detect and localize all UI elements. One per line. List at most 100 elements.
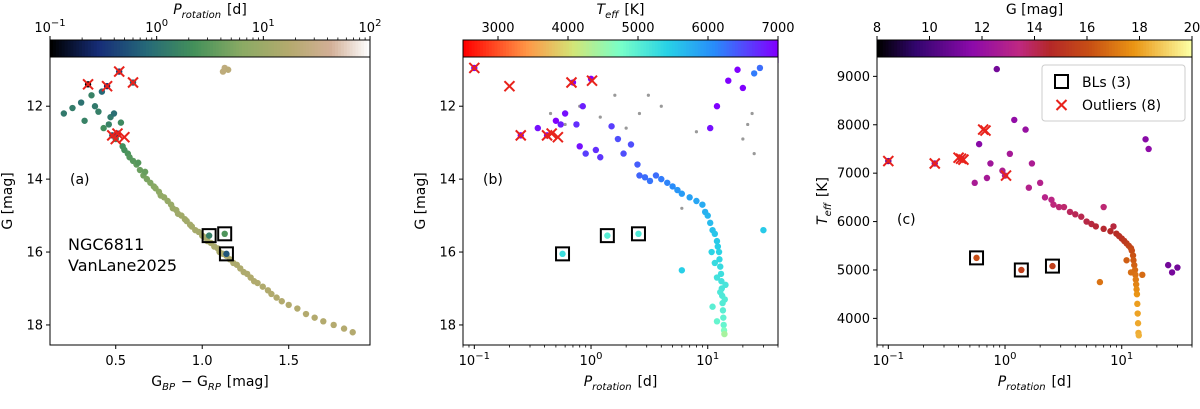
colorbar-segment [617,40,622,63]
colorbar-segment [586,40,590,63]
data-point [709,303,716,310]
colorbar-segment [338,40,342,63]
colorbar-segment [180,40,185,63]
colorbar-segment [531,40,536,63]
colorbar-segment [215,40,220,63]
colorbar-tick-label: 18 [1131,21,1148,36]
colorbar-segment [775,40,779,63]
outlier-marker [118,131,131,143]
data-point [60,110,68,117]
data-point [973,254,980,262]
colorbar-segment [58,40,63,63]
outlier-marker [468,62,481,74]
bl-marker [1044,258,1060,274]
colorbar-tick-label: 6000 [691,21,724,36]
colorbar-segment [740,40,745,63]
colorbar-segment [940,40,944,63]
colorbar-segment [137,40,141,63]
outlier-stroke [468,62,481,74]
outlier-stroke [929,157,941,170]
bl-marker [555,246,571,262]
x-axis-label: GBP − GRP [mag] [151,374,269,393]
data-point [69,104,76,112]
colorbar-segment [968,40,973,63]
colorbar-segment [1088,40,1093,63]
colorbar-segment [666,40,670,63]
colorbar-segment [760,40,765,63]
data-point [604,232,611,239]
data-point [987,160,994,167]
colorbar-segment [274,40,278,63]
colorbar-segment [1177,40,1182,63]
colorbar-segment [247,40,252,63]
colorbar-segment [1057,40,1061,63]
data-point [349,329,356,336]
colorbar-segment [677,40,682,63]
x-tick-label: 101 [696,351,719,369]
data-point [717,288,724,296]
colorbar-segment [1111,40,1116,63]
colorbar-segment [991,40,996,63]
colorbar-segment [471,40,476,63]
y-tick-label: 4000 [837,312,870,327]
colorbar-tick-label: 100 [145,18,168,36]
data-point [273,294,280,301]
colorbar-segment [122,40,127,63]
colorbar-segment [523,40,527,63]
colorbar-segment [894,40,898,63]
colorbar-segment [1149,40,1153,63]
data-point [717,263,724,270]
data-point [259,283,266,290]
outlier-marker [977,123,989,136]
y-tick-label: 12 [439,100,456,115]
colorbar-segment [672,40,676,63]
data-point [311,314,318,321]
panel-2: 8 10 12 14 16 18 20 G [mag] 10−1 100 101 4000 5000 60… [815,2,1200,393]
legend-box [1041,64,1186,122]
colorbar-segment [503,40,507,63]
colorbar-segment [603,40,607,63]
colorbar-segment [82,40,86,63]
colorbar-segment [1014,40,1018,63]
colorbar-segment [905,40,910,63]
data-point [224,66,232,73]
data-point [1083,218,1090,225]
colorbar-segment [306,40,310,63]
colorbar-segment [937,40,941,63]
colorbar-segment [67,40,71,63]
data-point [330,321,337,329]
colorbar-segment [917,40,921,63]
colorbar-segment [311,40,316,63]
panel-label: (b) [483,172,503,188]
colorbar-segment [163,40,167,63]
colorbar-segment [571,40,576,63]
outlier-stroke [957,153,970,166]
data-point [592,146,600,154]
colorbar-segment [700,40,705,63]
data-point [1168,269,1176,276]
data-point [1066,208,1074,216]
data-point [294,305,301,312]
panel-label: (c) [897,212,916,228]
data-point [693,197,700,205]
data-point [704,212,711,219]
colorbar-segment [84,40,89,63]
data-point [711,230,719,238]
colorbar-segment [1023,40,1027,63]
colorbar-segment [580,40,584,63]
colorbar-segment [663,40,667,63]
data-point [750,70,758,77]
colorbar-segment [256,40,261,63]
colorbar-segment [919,40,924,63]
colorbar-segment [534,40,539,63]
data-point [652,172,660,179]
data-point [559,250,566,258]
colorbar-segment [1063,40,1067,63]
outlier-stroke [503,80,516,92]
data-point [1055,203,1063,211]
data-point [678,267,686,274]
outlier-marker [565,76,578,89]
colorbar-segment [198,40,202,63]
colorbar-segment [694,40,699,63]
data-point [760,226,767,234]
